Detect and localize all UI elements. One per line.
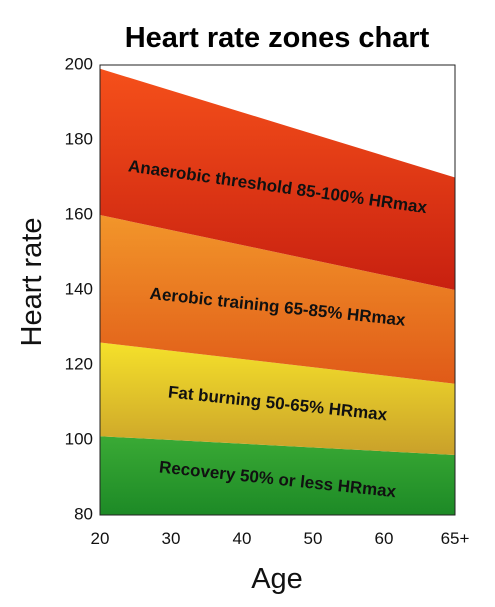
zone-area-recovery [100,436,455,515]
x-tick-label-30: 30 [162,529,181,548]
y-axis-label: Heart rate [16,218,48,347]
x-tick-label-20: 20 [91,529,110,548]
zone-area-aerobic-training [100,215,455,384]
y-tick-label-200: 200 [65,54,93,73]
x-tick-label-70: 65+ [441,529,470,548]
y-tick-label-80: 80 [74,504,93,523]
plot-frame [99,64,456,516]
zone-area-anaerobic-threshold [100,68,455,290]
x-tick-label-60: 60 [375,529,394,548]
y-tick-label-120: 120 [65,354,93,373]
y-tick-label-180: 180 [65,129,93,148]
axis-ticks: 80 100 120 140 160 180 200 20 30 40 50 60 65+ [65,54,470,548]
x-tick-label-40: 40 [233,529,252,548]
x-axis-label: Age [251,563,303,595]
y-tick-label-160: 160 [65,204,93,223]
chart-title: Heart rate zones chart [125,22,430,54]
y-tick-label-140: 140 [65,279,93,298]
x-tick-label-50: 50 [304,529,323,548]
zones-layer [100,68,455,515]
zone-area-fat-burning [100,342,455,455]
y-tick-label-100: 100 [65,429,93,448]
